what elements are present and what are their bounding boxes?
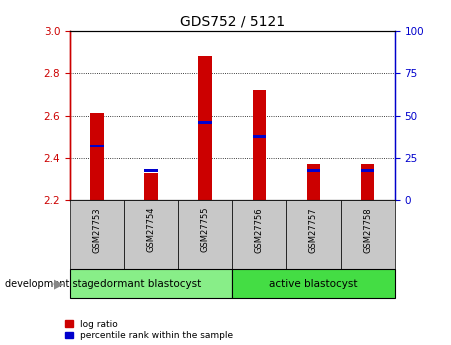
Bar — [361, 164, 374, 200]
Bar — [253, 90, 266, 200]
Title: GDS752 / 5121: GDS752 / 5121 — [179, 14, 285, 29]
Legend: log ratio, percentile rank within the sample: log ratio, percentile rank within the sa… — [65, 320, 233, 341]
Text: GSM27753: GSM27753 — [92, 207, 101, 253]
Bar — [144, 172, 158, 200]
Text: development stage: development stage — [5, 279, 99, 289]
Text: GSM27756: GSM27756 — [255, 207, 264, 253]
Bar — [144, 169, 158, 171]
Text: GSM27757: GSM27757 — [309, 207, 318, 253]
Bar — [198, 57, 212, 200]
Text: ▶: ▶ — [54, 277, 64, 290]
Bar — [198, 121, 212, 124]
Bar — [90, 145, 104, 147]
Text: dormant blastocyst: dormant blastocyst — [101, 279, 202, 289]
Text: active blastocyst: active blastocyst — [269, 279, 358, 289]
Text: GSM27758: GSM27758 — [363, 207, 372, 253]
Bar — [253, 135, 266, 138]
Text: GSM27754: GSM27754 — [147, 207, 156, 253]
Bar — [90, 114, 104, 200]
Bar — [307, 169, 320, 171]
Text: GSM27755: GSM27755 — [201, 207, 210, 253]
Bar — [361, 169, 374, 171]
Bar — [307, 164, 320, 200]
